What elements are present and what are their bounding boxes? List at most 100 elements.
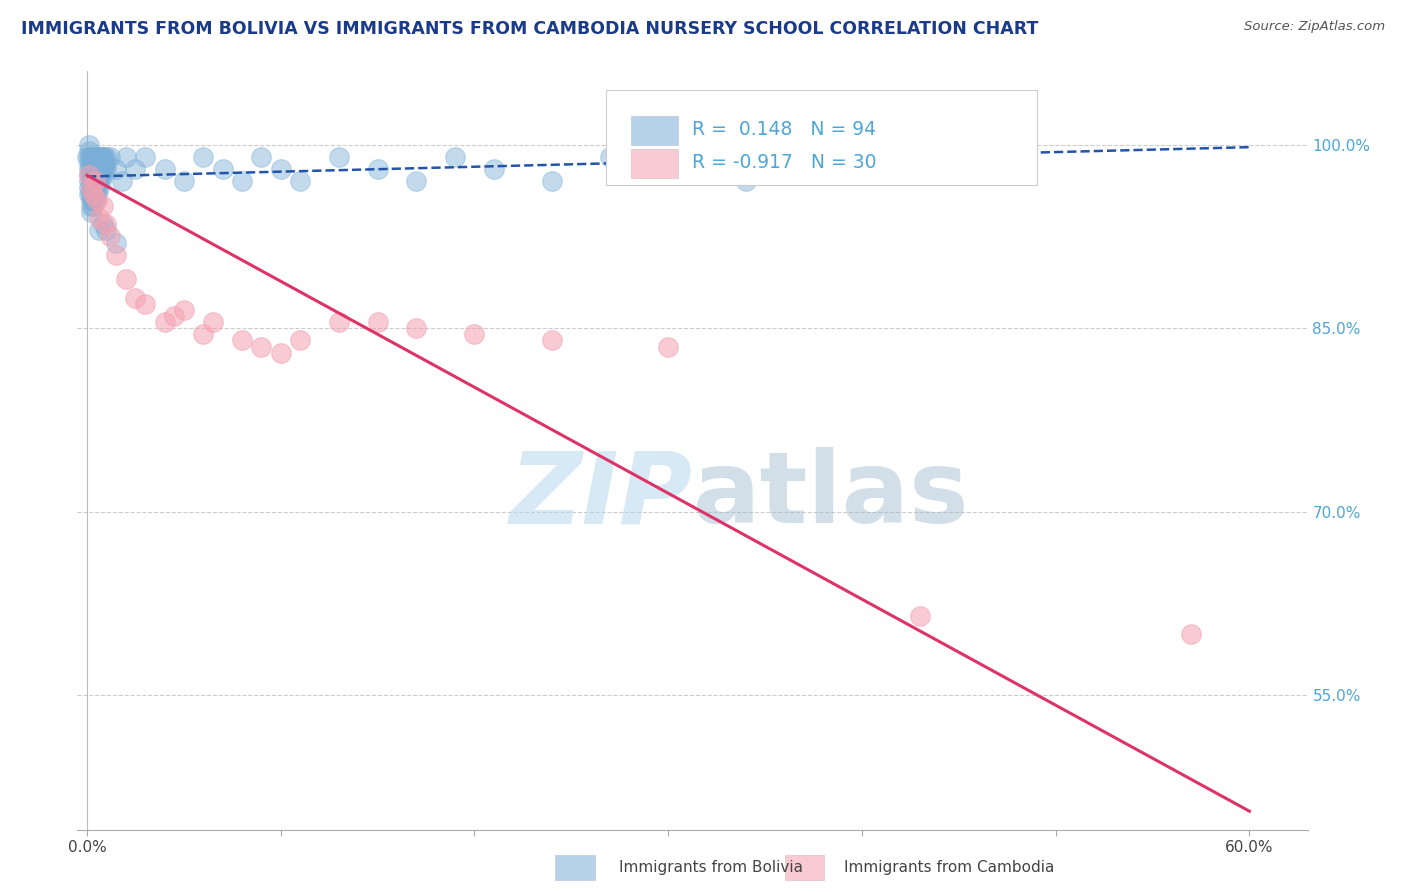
Point	[86, 169, 108, 183]
Point	[405, 321, 427, 335]
Point	[231, 334, 253, 348]
Point	[1180, 627, 1202, 641]
Point	[541, 174, 564, 188]
Point	[98, 150, 121, 164]
Point	[83, 169, 105, 183]
Text: IMMIGRANTS FROM BOLIVIA VS IMMIGRANTS FROM CAMBODIA NURSERY SCHOOL CORRELATION C: IMMIGRANTS FROM BOLIVIA VS IMMIGRANTS FR…	[21, 20, 1039, 37]
Point	[86, 180, 108, 194]
Point	[82, 174, 104, 188]
Point	[657, 339, 679, 353]
Point	[82, 199, 104, 213]
Point	[83, 186, 105, 201]
Point	[91, 156, 114, 170]
Text: Immigrants from Cambodia: Immigrants from Cambodia	[844, 860, 1054, 874]
Text: R = -0.917   N = 30: R = -0.917 N = 30	[693, 153, 877, 172]
Point	[77, 174, 100, 188]
Point	[80, 169, 103, 183]
Point	[250, 339, 273, 353]
Point	[250, 150, 273, 164]
Point	[153, 315, 176, 329]
Point	[91, 217, 114, 231]
Point	[90, 174, 112, 188]
Point	[91, 150, 114, 164]
Point	[82, 162, 104, 177]
Point	[193, 150, 215, 164]
Point	[734, 174, 756, 188]
Point	[86, 174, 108, 188]
Point	[87, 162, 110, 177]
Point	[77, 137, 100, 152]
Point	[77, 150, 100, 164]
Point	[77, 156, 100, 170]
Point	[91, 169, 114, 183]
Point	[482, 162, 505, 177]
Point	[657, 162, 679, 177]
Point	[87, 180, 110, 194]
Point	[163, 309, 186, 323]
Point	[90, 162, 112, 177]
Point	[80, 186, 103, 201]
Point	[211, 162, 233, 177]
Point	[82, 150, 104, 164]
Point	[193, 327, 215, 342]
Point	[367, 315, 389, 329]
Point	[96, 156, 118, 170]
Point	[114, 272, 136, 286]
Point	[153, 162, 176, 177]
Point	[83, 162, 105, 177]
Point	[124, 291, 146, 305]
Point	[82, 156, 104, 170]
Point	[77, 144, 100, 158]
Point	[201, 315, 224, 329]
Point	[83, 156, 105, 170]
Point	[80, 180, 103, 194]
Point	[328, 315, 350, 329]
Point	[87, 174, 110, 188]
Point	[83, 193, 105, 207]
Point	[231, 174, 253, 188]
Point	[105, 235, 128, 250]
Point	[803, 150, 825, 164]
Point	[83, 150, 105, 164]
Point	[87, 223, 110, 237]
Point	[86, 193, 108, 207]
Point	[114, 150, 136, 164]
FancyBboxPatch shape	[606, 90, 1038, 186]
Point	[77, 162, 100, 177]
Text: atlas: atlas	[693, 448, 969, 544]
Point	[90, 169, 112, 183]
Point	[96, 162, 118, 177]
Point	[82, 180, 104, 194]
Point	[83, 180, 105, 194]
Point	[82, 169, 104, 183]
Point	[134, 296, 156, 310]
Point	[270, 162, 292, 177]
Point	[134, 150, 156, 164]
Point	[96, 223, 118, 237]
Text: ZIP: ZIP	[509, 448, 693, 544]
Point	[91, 162, 114, 177]
Point	[908, 608, 931, 623]
Point	[86, 150, 108, 164]
Point	[173, 174, 195, 188]
Point	[93, 162, 115, 177]
Point	[599, 150, 621, 164]
Point	[288, 174, 311, 188]
Point	[82, 186, 104, 201]
Point	[124, 162, 146, 177]
Point	[87, 150, 110, 164]
Text: Immigrants from Bolivia: Immigrants from Bolivia	[619, 860, 803, 874]
Point	[90, 156, 112, 170]
Text: Source: ZipAtlas.com: Source: ZipAtlas.com	[1244, 20, 1385, 33]
Point	[76, 150, 98, 164]
Point	[77, 169, 100, 183]
Point	[80, 205, 103, 219]
Point	[463, 327, 485, 342]
Point	[111, 174, 134, 188]
Point	[288, 334, 311, 348]
Point	[80, 180, 103, 194]
Point	[270, 345, 292, 359]
Point	[98, 229, 121, 244]
Point	[87, 169, 110, 183]
Point	[83, 174, 105, 188]
